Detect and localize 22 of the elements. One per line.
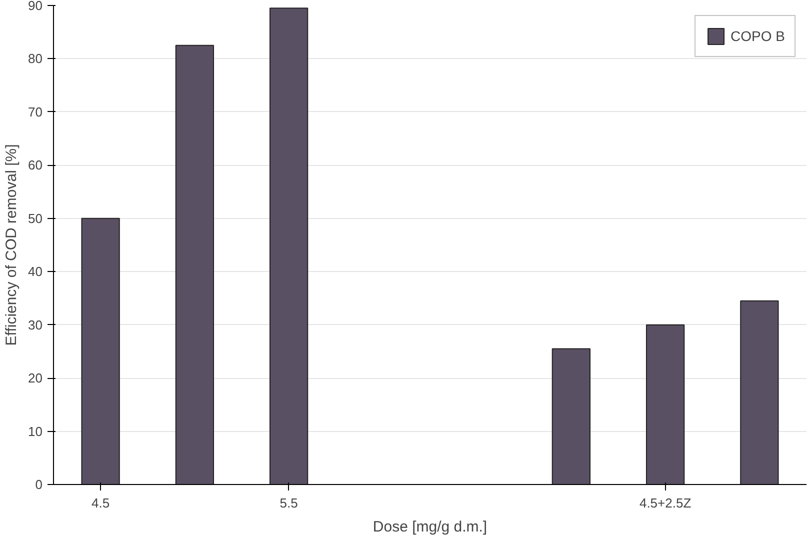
y-tick-label: 10 [28, 424, 43, 439]
x-axis-title: Dose [mg/g d.m.] [372, 518, 488, 536]
y-tick-label: 0 [35, 477, 43, 492]
bar [81, 218, 120, 484]
y-tick-label: 30 [28, 317, 43, 332]
bar [269, 8, 308, 484]
y-tick-label: 60 [28, 158, 43, 173]
bar [740, 300, 779, 484]
y-axis-title: Efficiency of COD removal [%] [3, 144, 20, 346]
y-tick-label: 80 [28, 51, 43, 66]
y-tick-label: 40 [28, 264, 43, 280]
x-tick-label: 4.5 [92, 496, 110, 510]
x-tick-label: 5.5 [280, 496, 298, 510]
y-tick-label: 90 [28, 0, 43, 13]
y-tick-label: 70 [28, 104, 43, 120]
y-tick-label: 50 [28, 210, 43, 226]
legend-label: COPO B [730, 28, 785, 44]
bar [175, 44, 214, 484]
y-tick-label: 20 [28, 370, 43, 386]
bar [552, 348, 591, 484]
bar [646, 324, 685, 484]
x-tick-label: 4.5+2.5Z [639, 496, 692, 510]
